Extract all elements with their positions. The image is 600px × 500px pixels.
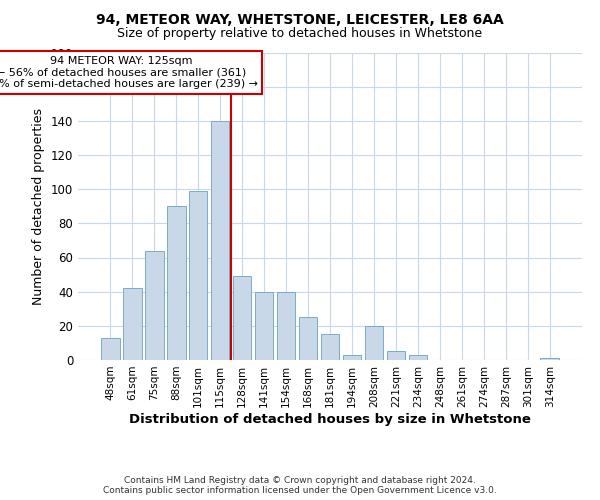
Bar [365, 326, 383, 360]
Bar [255, 292, 274, 360]
Bar [541, 358, 559, 360]
Bar [343, 355, 361, 360]
Bar [189, 191, 208, 360]
Text: Size of property relative to detached houses in Whetstone: Size of property relative to detached ho… [118, 28, 482, 40]
Bar [409, 355, 427, 360]
Bar [299, 318, 317, 360]
Bar [233, 276, 251, 360]
Text: Contains HM Land Registry data © Crown copyright and database right 2024.
Contai: Contains HM Land Registry data © Crown c… [103, 476, 497, 495]
Y-axis label: Number of detached properties: Number of detached properties [32, 108, 45, 304]
Bar [320, 334, 340, 360]
Text: 94 METEOR WAY: 125sqm
← 56% of detached houses are smaller (361)
37% of semi-det: 94 METEOR WAY: 125sqm ← 56% of detached … [0, 56, 258, 89]
Bar [101, 338, 119, 360]
Bar [145, 250, 164, 360]
Bar [211, 121, 229, 360]
Bar [277, 292, 295, 360]
Bar [123, 288, 142, 360]
Text: 94, METEOR WAY, WHETSTONE, LEICESTER, LE8 6AA: 94, METEOR WAY, WHETSTONE, LEICESTER, LE… [96, 12, 504, 26]
Bar [386, 352, 405, 360]
Bar [167, 206, 185, 360]
X-axis label: Distribution of detached houses by size in Whetstone: Distribution of detached houses by size … [129, 412, 531, 426]
